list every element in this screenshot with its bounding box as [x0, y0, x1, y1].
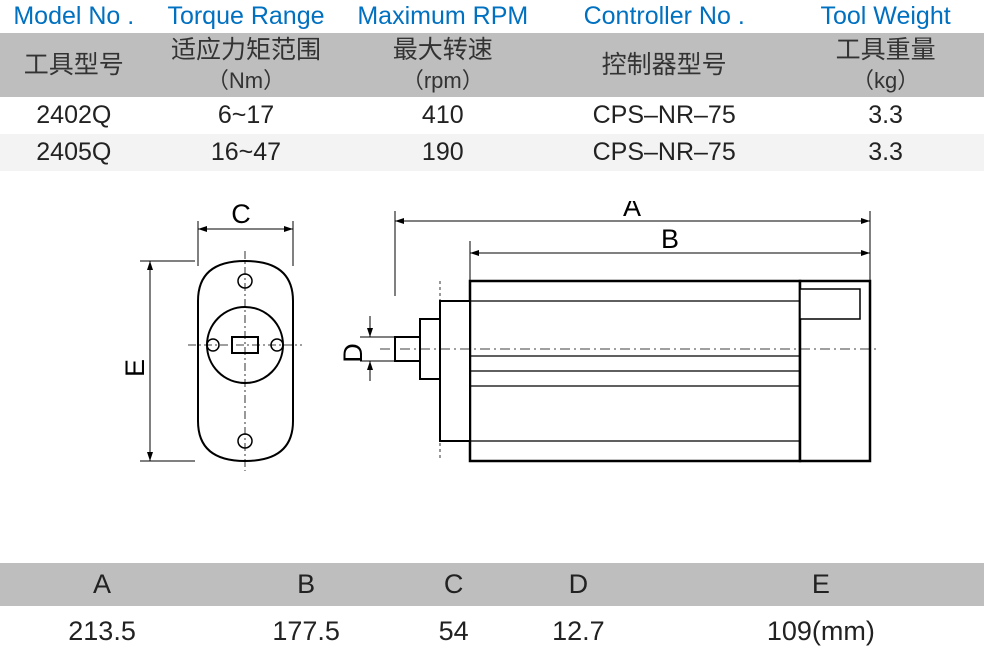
cell-rpm: 410	[344, 97, 541, 134]
dim-header-e: E	[658, 563, 984, 606]
dim-label-b: B	[661, 224, 679, 254]
header-en-controller: Controller No .	[541, 0, 787, 33]
header-cn-weight: 工具重量（kg）	[787, 33, 984, 97]
dim-value-c: 54	[408, 606, 499, 651]
header-cn-model: 工具型号	[0, 33, 148, 97]
dim-value-d: 12.7	[499, 606, 658, 651]
technical-drawing: C E A	[0, 201, 984, 501]
cell-torque: 16~47	[148, 134, 345, 171]
cell-torque: 6~17	[148, 97, 345, 134]
table-row: 2405Q 16~47 190 CPS–NR–75 3.3	[0, 134, 984, 171]
header-en-weight: Tool Weight	[787, 0, 984, 33]
cell-weight: 3.3	[787, 134, 984, 171]
cell-weight: 3.3	[787, 97, 984, 134]
dim-header-d: D	[499, 563, 658, 606]
dim-value-a: 213.5	[0, 606, 204, 651]
dim-header-a: A	[0, 563, 204, 606]
table-row: 2402Q 6~17 410 CPS–NR–75 3.3	[0, 97, 984, 134]
header-cn-rpm: 最大转速（rpm）	[344, 33, 541, 97]
front-view: C E	[120, 201, 302, 471]
cell-model: 2405Q	[0, 134, 148, 171]
dim-header-c: C	[408, 563, 499, 606]
cell-controller: CPS–NR–75	[541, 97, 787, 134]
cell-rpm: 190	[344, 134, 541, 171]
dim-value-b: 177.5	[204, 606, 408, 651]
cell-model: 2402Q	[0, 97, 148, 134]
dim-value-e: 109(mm)	[658, 606, 984, 651]
diagram-area: C E A	[0, 201, 984, 501]
dim-label-e: E	[120, 359, 150, 377]
cell-controller: CPS–NR–75	[541, 134, 787, 171]
spec-table: Model No . Torque Range Maximum RPM Cont…	[0, 0, 984, 171]
dim-label-a: A	[623, 201, 641, 222]
dim-header-b: B	[204, 563, 408, 606]
dim-label-d: D	[338, 343, 368, 363]
header-en-rpm: Maximum RPM	[344, 0, 541, 33]
header-en-torque: Torque Range	[148, 0, 345, 33]
dim-label-c: C	[231, 201, 251, 229]
side-view: A B D	[338, 201, 880, 461]
dimensions-table: A B C D E 213.5 177.5 54 12.7 109(mm)	[0, 563, 984, 651]
header-cn-torque: 适应力矩范围（Nm）	[148, 33, 345, 97]
header-cn-controller: 控制器型号	[541, 33, 787, 97]
header-en-model: Model No .	[0, 0, 148, 33]
